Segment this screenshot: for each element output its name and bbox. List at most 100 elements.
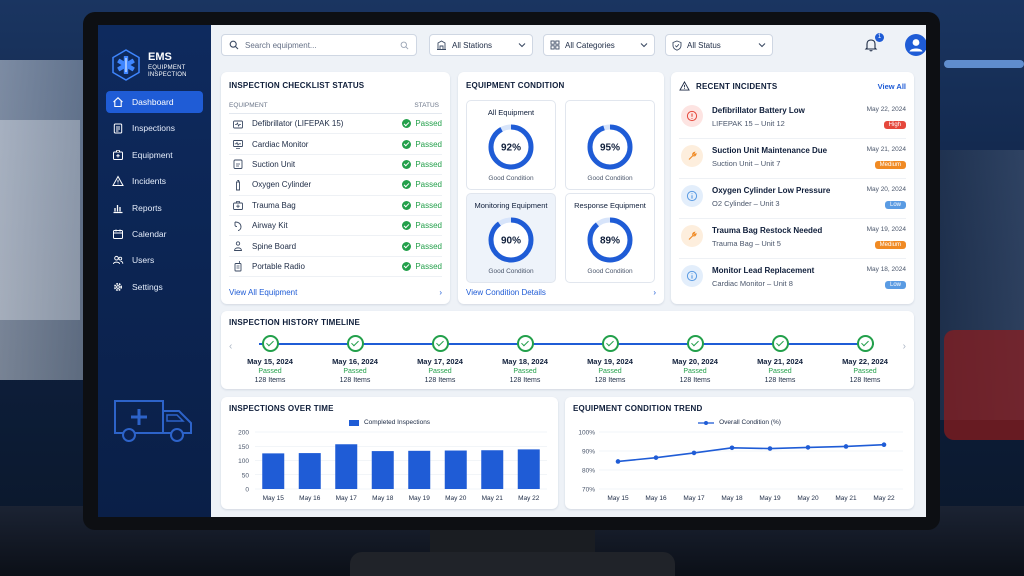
table-row[interactable]: Airway Kit Passed <box>229 216 442 237</box>
incident-title: Monitor Lead Replacement <box>712 266 815 275</box>
incident-date: May 22, 2024 <box>866 106 906 113</box>
search-input[interactable] <box>245 40 394 50</box>
incident-item[interactable]: Trauma Bag Restock Needed Trauma Bag – U… <box>679 219 906 259</box>
bar[interactable] <box>481 450 504 489</box>
status-dropdown[interactable]: All Status <box>665 34 773 56</box>
sidebar-item-reports[interactable]: Reports <box>106 197 203 219</box>
view-condition-details-link[interactable]: View Condition Details › <box>466 288 656 297</box>
timeline-entry[interactable]: May 20, 2024 Passed 128 Items <box>655 335 735 384</box>
status-text: Passed <box>415 119 442 129</box>
condition-gauge[interactable]: Response Equipment 89% Good Condition <box>565 193 655 283</box>
chevron-down-icon <box>640 43 648 48</box>
line-chart: 70% 80% 90% 100% May 15 May 16 May 17 May 18 May… <box>578 430 903 502</box>
data-point[interactable] <box>805 445 811 450</box>
data-point[interactable] <box>653 455 659 460</box>
data-point[interactable] <box>843 444 849 449</box>
gauge-sub: Good Condition <box>488 175 534 182</box>
data-point[interactable] <box>767 446 773 451</box>
timeline-entry[interactable]: May 19, 2024 Passed 128 Items <box>570 335 650 384</box>
chevron-right-icon: › <box>653 288 656 297</box>
data-point[interactable] <box>691 450 697 456</box>
status-badge: Passed <box>402 241 442 251</box>
sidebar-item-incidents[interactable]: Incidents <box>106 170 203 192</box>
sidebar-item-calendar[interactable]: Calendar <box>106 223 203 245</box>
equipment-name: Cardiac Monitor <box>252 139 309 149</box>
condition-gauge[interactable]: Monitoring Equipment 90% Good Condition <box>466 193 556 283</box>
incident-subtitle: Cardiac Monitor – Unit 8 <box>712 279 793 288</box>
incident-date: May 19, 2024 <box>866 226 906 233</box>
chevron-down-icon <box>758 43 766 48</box>
table-row[interactable]: Trauma Bag Passed <box>229 196 442 216</box>
brand-subtitle-2: INSPECTION <box>148 72 187 78</box>
condition-gauge[interactable]: 95% Good Condition <box>565 100 655 190</box>
sidebar-item-inspections[interactable]: Inspections <box>106 117 203 139</box>
data-point[interactable] <box>615 459 621 464</box>
bell-icon[interactable] <box>863 37 879 53</box>
sidebar-item-users[interactable]: Users <box>106 249 203 271</box>
timeline-next-arrow[interactable]: › <box>902 341 906 352</box>
status-text: Passed <box>415 159 442 169</box>
table-row[interactable]: Cardiac Monitor Passed <box>229 134 442 155</box>
chart-legend: Completed Inspections <box>229 419 550 426</box>
gauge-arc <box>587 217 633 263</box>
categories-dropdown[interactable]: All Categories <box>543 34 655 56</box>
table-row[interactable]: Suction Unit Passed <box>229 155 442 176</box>
search-submit-icon[interactable] <box>400 41 409 50</box>
incident-item[interactable]: Suction Unit Maintenance Due Suction Uni… <box>679 139 906 179</box>
status-text: Passed <box>415 261 442 271</box>
table-row[interactable]: Spine Board Passed <box>229 236 442 257</box>
timeline-entry[interactable]: May 15, 2024 Passed 128 Items <box>230 335 310 384</box>
incident-title: Suction Unit Maintenance Due <box>712 146 828 155</box>
legend-label: Overall Condition (%) <box>719 419 781 426</box>
y-tick-label: 80% <box>582 468 595 475</box>
timeline-entry[interactable]: May 16, 2024 Passed 128 Items <box>315 335 395 384</box>
table-row[interactable]: Defibrillator (LIFEPAK 15) Passed <box>229 114 442 135</box>
alert-icon <box>681 105 703 127</box>
bar[interactable] <box>262 453 285 489</box>
check-circle-icon <box>402 221 412 231</box>
gauge-value: 92% <box>501 143 521 154</box>
view-all-incidents-link[interactable]: View All <box>877 81 906 91</box>
data-point[interactable] <box>729 445 735 451</box>
data-point[interactable] <box>881 442 887 448</box>
check-circle-icon <box>686 335 704 352</box>
bar[interactable] <box>371 451 394 489</box>
sidebar-item-label: Equipment <box>132 149 173 160</box>
equipment-name: Airway Kit <box>252 221 288 231</box>
monitor-icon <box>233 140 243 149</box>
check-circle-icon <box>402 159 412 169</box>
incident-item[interactable]: Monitor Lead Replacement Cardiac Monitor… <box>679 259 906 299</box>
search-box[interactable] <box>221 34 417 56</box>
view-all-equipment-link[interactable]: View All Equipment › <box>229 288 442 297</box>
sidebar-item-equipment[interactable]: Equipment <box>106 144 203 166</box>
condition-gauge[interactable]: All Equipment 92% Good Condition <box>466 100 556 190</box>
bar[interactable] <box>517 449 540 489</box>
status-badge: Passed <box>402 180 442 190</box>
status-text: Passed <box>415 221 442 231</box>
timeline-date: May 16, 2024 <box>332 357 378 366</box>
bar[interactable] <box>444 450 467 489</box>
timeline-entry[interactable]: May 22, 2024 Passed 128 Items <box>825 335 905 384</box>
warning-icon <box>679 81 690 91</box>
bar[interactable] <box>298 453 321 489</box>
check-circle-icon <box>601 335 619 352</box>
timeline-entry[interactable]: May 21, 2024 Passed 128 Items <box>740 335 820 384</box>
status-text: Passed <box>415 241 442 251</box>
table-row[interactable]: Portable Radio Passed <box>229 257 442 278</box>
avatar[interactable] <box>905 34 926 56</box>
gauge-ring: 92% <box>488 124 534 170</box>
sidebar-item-settings[interactable]: Settings <box>106 276 203 298</box>
timeline-line <box>259 343 874 345</box>
timeline-entry[interactable]: May 18, 2024 Passed 128 Items <box>485 335 565 384</box>
check-circle-icon <box>431 335 449 352</box>
timeline-status: Passed <box>513 368 537 375</box>
table-row[interactable]: Oxygen Cylinder Passed <box>229 175 442 196</box>
stations-dropdown[interactable]: All Stations <box>429 34 533 56</box>
sidebar-item-dashboard[interactable]: Dashboard <box>106 91 203 113</box>
bar[interactable] <box>335 444 358 489</box>
timeline-prev-arrow[interactable]: ‹ <box>229 341 233 352</box>
timeline-entry[interactable]: May 17, 2024 Passed 128 Items <box>400 335 480 384</box>
incident-item[interactable]: Defibrillator Battery Low LIFEPAK 15 – U… <box>679 99 906 139</box>
bar[interactable] <box>408 450 431 489</box>
incident-item[interactable]: Oxygen Cylinder Low Pressure O2 Cylinder… <box>679 179 906 219</box>
